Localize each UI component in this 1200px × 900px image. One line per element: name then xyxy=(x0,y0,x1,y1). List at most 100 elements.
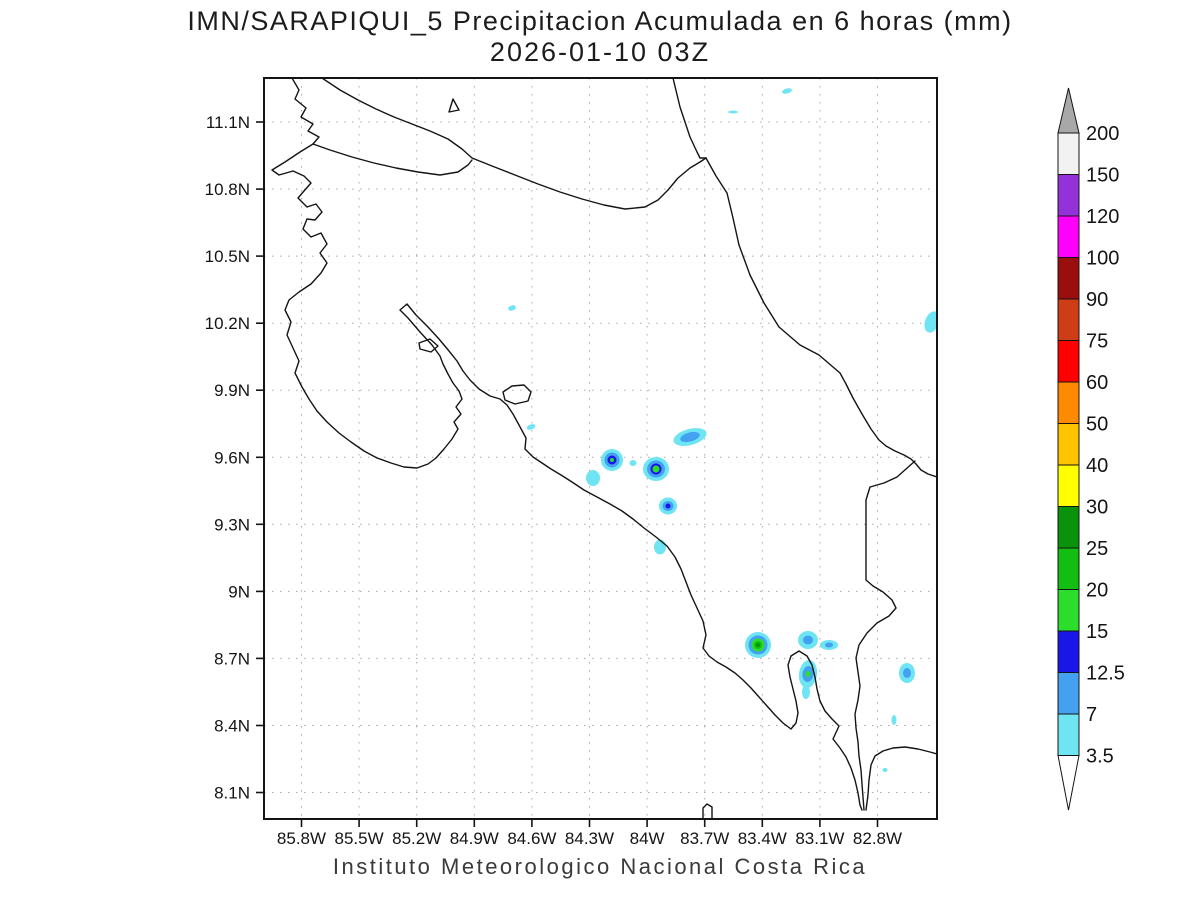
y-axis-tick-label: 8.1N xyxy=(214,784,250,803)
colorbar-level-label: 12.5 xyxy=(1086,663,1125,685)
precip-contour xyxy=(756,643,760,647)
colorbar-segment xyxy=(1057,381,1080,424)
precip-contour xyxy=(654,539,666,555)
y-axis-tick-label: 8.7N xyxy=(214,649,250,668)
precip-contour xyxy=(508,305,516,311)
precip-cell xyxy=(629,460,637,466)
y-axis-tick-label: 10.5N xyxy=(205,247,250,266)
chart-datetime-subtitle: 2026-01-10 03Z xyxy=(489,37,711,67)
precip-contour xyxy=(586,470,600,486)
precip-contour xyxy=(652,465,660,473)
x-axis-tick-label: 84.6W xyxy=(507,829,556,848)
x-axis-tick-label: 83.4W xyxy=(738,829,787,848)
map-content xyxy=(271,78,937,819)
precip-cell xyxy=(924,311,937,333)
colorbar-segment xyxy=(1057,298,1080,341)
coastline-path xyxy=(502,384,532,405)
x-axis-tick-label: 84.3W xyxy=(565,829,614,848)
colorbar-level-label: 30 xyxy=(1086,497,1108,519)
colorbar-level-label: 120 xyxy=(1086,206,1119,228)
precip-cell xyxy=(673,428,707,446)
colorbar-segment xyxy=(1057,547,1080,590)
precip-contour xyxy=(903,668,911,678)
x-axis-tick-label: 85.2W xyxy=(392,829,441,848)
coastline-path xyxy=(854,460,916,811)
colorbar-segment xyxy=(1057,630,1080,673)
y-axis-tick-label: 9.3N xyxy=(214,515,250,534)
y-axis-tick-label: 9.6N xyxy=(214,448,250,467)
coastline-path xyxy=(672,78,707,159)
precip-contour xyxy=(891,715,897,725)
precip-cell xyxy=(643,457,669,481)
coastline-path xyxy=(448,98,460,113)
coastline-path xyxy=(705,157,937,478)
x-axis-tick-label: 84W xyxy=(630,829,665,848)
y-axis-tick-label: 11.1N xyxy=(206,113,250,132)
precip-contour xyxy=(782,88,792,94)
y-axis-tick-label: 9.9N xyxy=(214,381,250,400)
precip-contour xyxy=(924,311,937,333)
precip-cell xyxy=(728,110,738,114)
colorbar-segment xyxy=(1057,174,1080,217)
colorbar-level-label: 100 xyxy=(1086,248,1119,270)
x-axis-tick-label: 82.8W xyxy=(853,829,902,848)
precip-contour xyxy=(803,635,813,645)
colorbar-level-label: 20 xyxy=(1086,580,1108,602)
colorbar-level-label: 7 xyxy=(1086,704,1097,726)
colorbar-level-label: 40 xyxy=(1086,455,1108,477)
y-axis-tick-label: 10.8N xyxy=(205,180,250,199)
precip-cell xyxy=(601,449,623,471)
precip-contour xyxy=(629,460,637,466)
colorbar-segment xyxy=(1057,132,1080,175)
y-axis-tick-label: 10.2N xyxy=(205,314,250,333)
colorbar-segment xyxy=(1057,589,1080,632)
precip-contour xyxy=(882,768,888,772)
precip-contour xyxy=(680,431,700,443)
coastline-path xyxy=(702,803,713,819)
colorbar-level-label: 60 xyxy=(1086,372,1108,394)
coastline-path xyxy=(271,78,863,811)
precip-contour xyxy=(665,503,671,509)
colorbar-segment xyxy=(1057,713,1080,756)
coastline-path xyxy=(865,746,937,811)
colorbar-underflow-arrow xyxy=(1057,755,1080,811)
precip-contour xyxy=(728,110,738,114)
x-axis-tick-label: 85.5W xyxy=(335,829,384,848)
colorbar-level-label: 90 xyxy=(1086,289,1108,311)
colorbar-level-label: 50 xyxy=(1086,414,1108,436)
precip-cell xyxy=(798,631,818,649)
colorbar-level-label: 75 xyxy=(1086,331,1108,353)
precip-cell xyxy=(586,470,600,486)
y-axis-tick-label: 8.4N xyxy=(214,717,250,736)
coastline-path xyxy=(321,78,707,210)
colorbar-segment xyxy=(1057,215,1080,258)
colorbar-segment xyxy=(1057,464,1080,507)
x-axis-tick-label: 85.8W xyxy=(277,829,326,848)
colorbar-level-label: 15 xyxy=(1086,621,1108,643)
precip-contour xyxy=(825,642,833,648)
colorbar-segment xyxy=(1057,672,1080,715)
precip-contour xyxy=(610,458,614,462)
precip-cell xyxy=(782,88,792,94)
colorbar-level-label: 3.5 xyxy=(1086,746,1114,768)
precip-cell xyxy=(745,632,771,658)
precip-cell xyxy=(882,768,888,772)
x-axis-tick-label: 83.1W xyxy=(795,829,844,848)
y-axis-tick-label: 9N xyxy=(228,582,250,601)
precip-cell xyxy=(659,497,677,515)
precip-cell xyxy=(508,305,516,311)
plot-border xyxy=(263,77,938,820)
colorbar-level-label: 150 xyxy=(1086,165,1119,187)
coastline-path xyxy=(312,143,473,176)
x-axis-tick-label: 84.9W xyxy=(450,829,499,848)
precip-contour xyxy=(802,685,810,699)
colorbar-segment xyxy=(1057,506,1080,549)
colorbar-overflow-arrow xyxy=(1057,87,1080,134)
coastline-path xyxy=(418,338,439,353)
x-axis-tick-label: 83.7W xyxy=(680,829,729,848)
chart-title: IMN/SARAPIQUI_5 Precipitacion Acumulada … xyxy=(187,6,1013,36)
precip-cell xyxy=(891,715,897,725)
precip-cell xyxy=(654,539,666,555)
